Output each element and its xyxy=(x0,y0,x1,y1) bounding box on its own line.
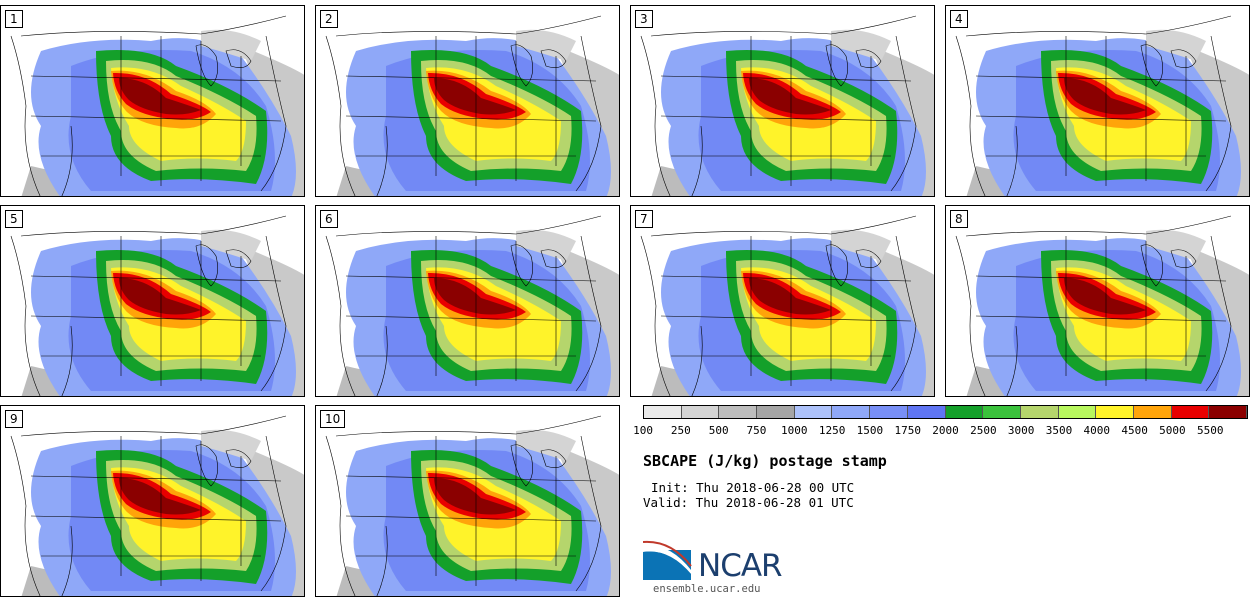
colorbar-segment xyxy=(644,406,682,418)
colorbar-segment xyxy=(719,406,758,418)
logo-text: NCAR xyxy=(698,548,783,584)
colorbar-segment xyxy=(757,406,795,418)
website-text: ensemble.ucar.edu xyxy=(653,583,761,595)
ensemble-member-map: 4 xyxy=(945,5,1250,197)
colorbar-tick-label: 250 xyxy=(670,424,691,437)
member-label: 2 xyxy=(320,10,338,28)
colorbar-segment xyxy=(832,406,871,418)
colorbar-segment xyxy=(1020,406,1059,418)
colorbar-segment xyxy=(1058,406,1097,418)
member-label: 8 xyxy=(950,210,968,228)
colorbar-tick-label: 4000 xyxy=(1083,424,1111,437)
ensemble-member-map: 10 xyxy=(315,405,620,597)
colorbar-tick-label: 1250 xyxy=(818,424,846,437)
colorbar-tick-label: 5000 xyxy=(1159,424,1186,437)
colorbar-segment xyxy=(1096,406,1134,418)
map-title: SBCAPE (J/kg) postage stamp xyxy=(643,452,887,470)
ncar-logo-icon xyxy=(643,540,692,580)
colorbar-segment xyxy=(870,406,908,418)
member-label: 9 xyxy=(5,410,23,428)
ensemble-member-map: 2 xyxy=(315,5,620,197)
valid-time: Valid: Thu 2018-06-28 01 UTC xyxy=(643,495,854,510)
colorbar-tick-label: 1750 xyxy=(894,424,921,437)
ensemble-member-map: 1 xyxy=(0,5,305,197)
colorbar-segment xyxy=(1171,406,1210,418)
colorbar-tick-label: 1000 xyxy=(781,424,808,437)
colorbar-tick-label: 3000 xyxy=(1007,424,1035,437)
ensemble-member-map: 5 xyxy=(0,205,305,397)
member-label: 5 xyxy=(5,210,23,228)
colorbar-segment xyxy=(983,406,1021,418)
ensemble-member-map: 9 xyxy=(0,405,305,597)
colorbar-segment xyxy=(794,406,833,418)
member-label: 4 xyxy=(950,10,968,28)
member-label: 1 xyxy=(5,10,23,28)
member-label: 7 xyxy=(635,210,653,228)
colorbar-segment xyxy=(1209,406,1247,418)
member-label: 3 xyxy=(635,10,653,28)
member-label: 10 xyxy=(320,410,346,428)
colorbar-tick-label: 4500 xyxy=(1121,424,1148,437)
colorbar-segment xyxy=(681,406,720,418)
colorbar-tick-label: 5500 xyxy=(1196,424,1224,437)
colorbar-segment xyxy=(945,406,984,418)
colorbar-labels: 100 250 500 750 1000 1250 1500 1750 2000 2500 3000… xyxy=(633,424,1260,438)
member-label: 6 xyxy=(320,210,338,228)
colorbar-segment xyxy=(907,406,946,418)
colorbar-tick-label: 750 xyxy=(746,424,767,437)
colorbar-tick-label: 2500 xyxy=(970,424,997,437)
ensemble-member-map: 7 xyxy=(630,205,935,397)
colorbar-tick-label: 2000 xyxy=(932,424,959,437)
colorbar-tick-label: 100 xyxy=(633,424,653,437)
init-time: Init: Thu 2018-06-28 00 UTC xyxy=(651,480,855,495)
colorbar-tick-label: 3500 xyxy=(1045,424,1073,437)
colorbar-tick-label: 1500 xyxy=(856,424,884,437)
colorbar-segment xyxy=(1133,406,1172,418)
ensemble-member-map: 8 xyxy=(945,205,1250,397)
colorbar xyxy=(643,405,1248,419)
ensemble-member-map: 6 xyxy=(315,205,620,397)
ensemble-member-map: 3 xyxy=(630,5,935,197)
colorbar-tick-label: 500 xyxy=(708,424,729,437)
